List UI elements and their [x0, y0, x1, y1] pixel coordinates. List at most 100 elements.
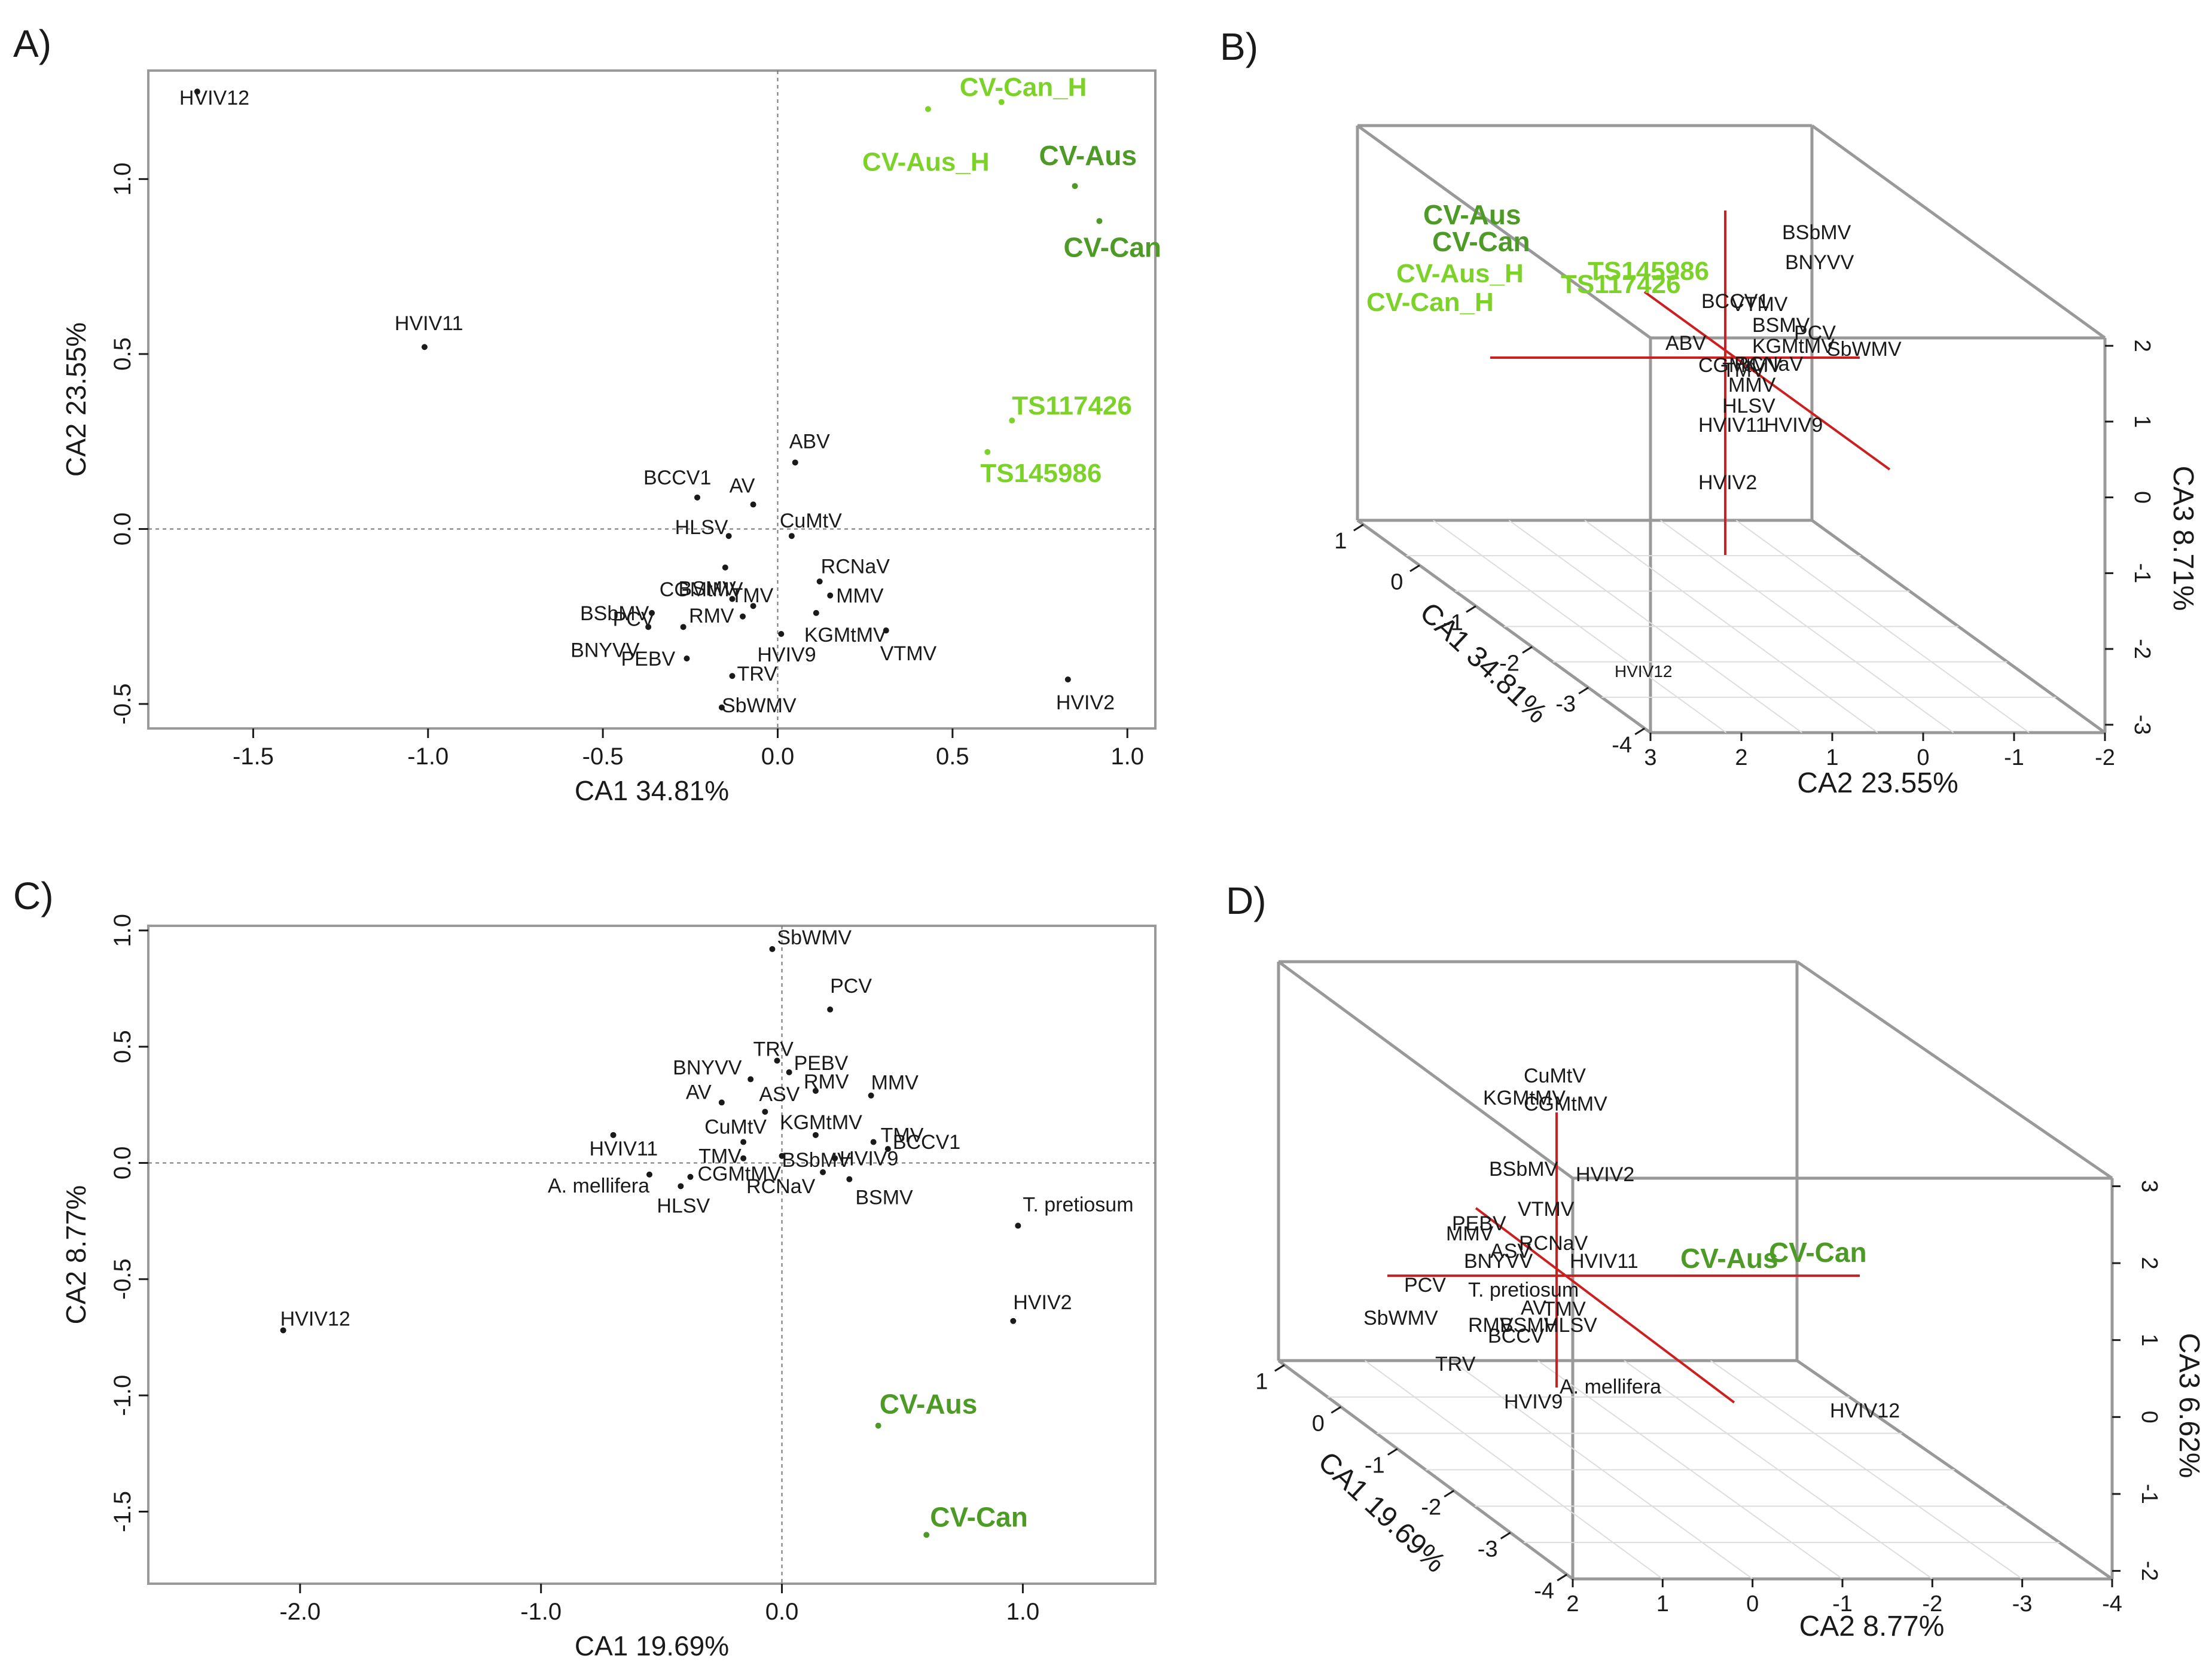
point-label: CuMtV	[1524, 1065, 1586, 1087]
x-tick-label: -1.0	[407, 743, 448, 770]
ca1-tick	[1578, 687, 1589, 695]
point-label: PCV	[830, 975, 872, 998]
panel-a: A) -1.5 -1.0 -0.5 0.0 0.5 1.0 -0.5 0.0 0.5 1.0 CA1 …	[13, 22, 1161, 806]
point-label: HLSV	[1544, 1314, 1597, 1337]
data-point	[774, 1057, 780, 1064]
point-label: PEBV	[1452, 1212, 1506, 1235]
ca1-tick	[1353, 523, 1364, 532]
point-label: MMV	[836, 585, 884, 608]
point-label: AV	[686, 1081, 712, 1103]
point-label: TS145986	[1588, 257, 1709, 286]
ca3-tick-label: 1	[2137, 1334, 2162, 1346]
ca1-tick	[1444, 1490, 1455, 1498]
point-label: HVIV2	[1056, 691, 1115, 714]
floor-grid	[1710, 1360, 2023, 1580]
x-axis-label: CA1 19.69%	[575, 1630, 729, 1661]
point-label: TRV	[737, 663, 777, 685]
ca1-tick-label: -3	[1555, 692, 1576, 717]
panel-letter: B)	[1220, 25, 1258, 68]
ca1-tick	[1500, 1532, 1511, 1539]
y-axis-label: CA2 8.77%	[60, 1185, 91, 1325]
point-label: BNYVV	[1464, 1250, 1533, 1273]
point-label: CV-Can_H	[960, 73, 1087, 102]
point-label: SbWMV	[777, 926, 852, 949]
data-point	[786, 1069, 792, 1075]
point-label: TMV	[881, 1124, 924, 1147]
data-point	[812, 1132, 819, 1138]
ca1-tick	[1557, 1574, 1567, 1581]
ca3-tick-label: -2	[2137, 1561, 2162, 1581]
data-point	[722, 564, 728, 571]
data-point	[925, 106, 931, 112]
point-label: BNYVV	[673, 1057, 742, 1080]
ca1-tick-label: -2	[1499, 651, 1520, 676]
point-label: BCCV1	[893, 1131, 960, 1154]
y-tick-label: 0.0	[109, 1147, 136, 1180]
point-label: PEBV	[621, 648, 675, 670]
ca3-tick-label: 0	[2137, 1411, 2162, 1423]
data-point	[747, 1076, 754, 1083]
box-edge	[1277, 960, 1574, 1180]
y-tick-label: -0.5	[109, 1258, 136, 1300]
point-label: HVIV2	[1013, 1291, 1072, 1314]
point-label: CV-Aus	[1680, 1243, 1778, 1274]
point-label: TS145986	[980, 459, 1102, 488]
ca2-tick-label: 0	[1917, 745, 1929, 770]
point-label: BSbMV	[782, 1149, 852, 1172]
point-label: CV-Can	[1432, 226, 1530, 257]
point-label: TS117426	[1561, 270, 1681, 299]
point-label: HVIV2	[1698, 471, 1757, 494]
x-tick-label: 0.5	[936, 743, 969, 770]
y-tick-label: 0.5	[109, 1030, 136, 1063]
data-point	[1096, 218, 1103, 224]
point-label: BSMV	[678, 578, 736, 600]
data-point	[684, 655, 690, 661]
point-label: BSMV	[1752, 314, 1810, 337]
point-label: RMV	[1468, 1314, 1514, 1337]
data-point	[884, 1146, 891, 1152]
data-point	[649, 609, 655, 616]
x-tick-label: -2.0	[279, 1599, 321, 1625]
point-label: HLSV	[675, 516, 728, 539]
data-point	[1009, 417, 1015, 424]
x-tick-label: 0.0	[765, 1599, 799, 1625]
panel-letter: A)	[13, 22, 51, 65]
ca1-tick-label: 0	[1312, 1411, 1325, 1436]
ca2-tick-label: 1	[1656, 1591, 1669, 1617]
panel-c: C) -2.0 -1.0 0.0 1.0 -1.5 -1.0 -0.5 0.0 0.5 1.0 CA1…	[13, 874, 1157, 1661]
data-point	[646, 1171, 652, 1178]
data-point	[729, 673, 736, 679]
point-label: PCV	[1404, 1274, 1446, 1297]
data-point	[816, 578, 823, 585]
data-point	[750, 603, 756, 609]
data-point	[820, 1169, 826, 1176]
point-label: RCNaV	[1734, 353, 1804, 376]
point-label: MMV	[871, 1072, 919, 1094]
point-label: TMV	[1722, 359, 1765, 382]
point-label: MMV	[1446, 1222, 1494, 1245]
data-point	[788, 533, 795, 539]
ca1-tick	[1387, 1448, 1398, 1456]
data-point	[762, 1108, 768, 1115]
ca1-tick	[1331, 1406, 1342, 1414]
data-point	[883, 627, 889, 634]
point-label: CGMtMV	[1524, 1093, 1607, 1115]
point-label: PEBV	[794, 1052, 849, 1075]
ca1-tick-label: -2	[1421, 1495, 1441, 1520]
point-label: HVIV2	[1576, 1163, 1634, 1186]
ca3-tick-label: -1	[2137, 1484, 2162, 1504]
ca1-tick-label: 1	[1334, 529, 1347, 554]
x-axis-label: CA1 34.81%	[1414, 596, 1553, 730]
ca3-tick-label: 2	[2129, 340, 2155, 352]
data-point	[750, 501, 756, 508]
y-axis-label: CA2 8.77%	[1799, 1611, 1945, 1642]
ca3-tick-label: -3	[2129, 715, 2155, 735]
point-label: CGMtMV	[660, 578, 743, 601]
ca3-tick-label: 2	[2137, 1257, 2162, 1269]
ca2-tick-label: 3	[1644, 745, 1656, 770]
box-edge	[1356, 124, 1652, 340]
point-label: ASV	[1490, 1240, 1531, 1263]
data-point	[421, 344, 428, 350]
